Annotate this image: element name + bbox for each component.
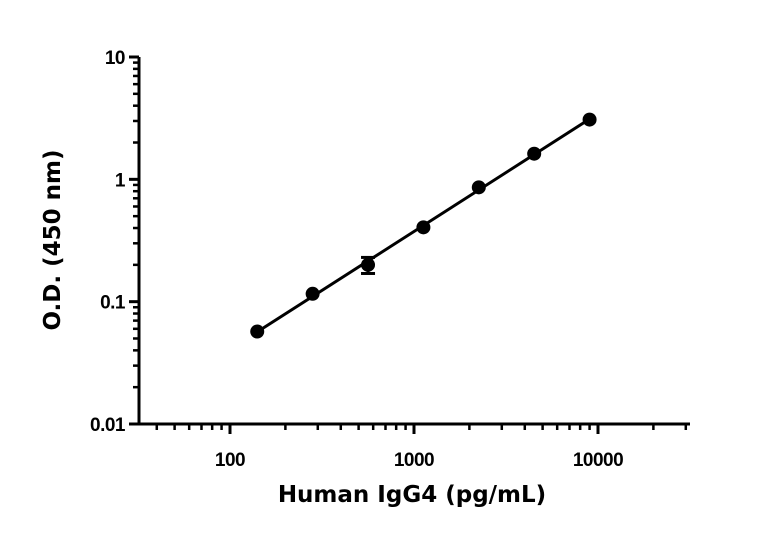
data-point [582, 112, 597, 127]
plot-area [250, 112, 597, 339]
y-tick-label: 10 [105, 48, 125, 69]
data-point [305, 286, 320, 301]
data-point [361, 257, 376, 272]
y-axis: 0.01 0.1 1 10 [90, 48, 141, 436]
y-tick-label: 0.01 [90, 415, 126, 436]
y-axis-title: O.D. (450 nm) [40, 149, 66, 330]
x-axis-title: Human IgG4 (pg/mL) [278, 482, 546, 508]
x-tick-label: 10000 [573, 450, 623, 471]
data-point [471, 180, 486, 195]
data-point [416, 220, 431, 235]
x-tick-label: 100 [215, 450, 245, 471]
x-tick-label: 1000 [394, 450, 434, 471]
y-tick-label: 0.1 [100, 293, 126, 314]
data-point [527, 146, 542, 161]
data-point [250, 324, 265, 339]
y-tick-label: 1 [115, 170, 126, 191]
x-axis: 100 1000 10000 [137, 422, 690, 471]
